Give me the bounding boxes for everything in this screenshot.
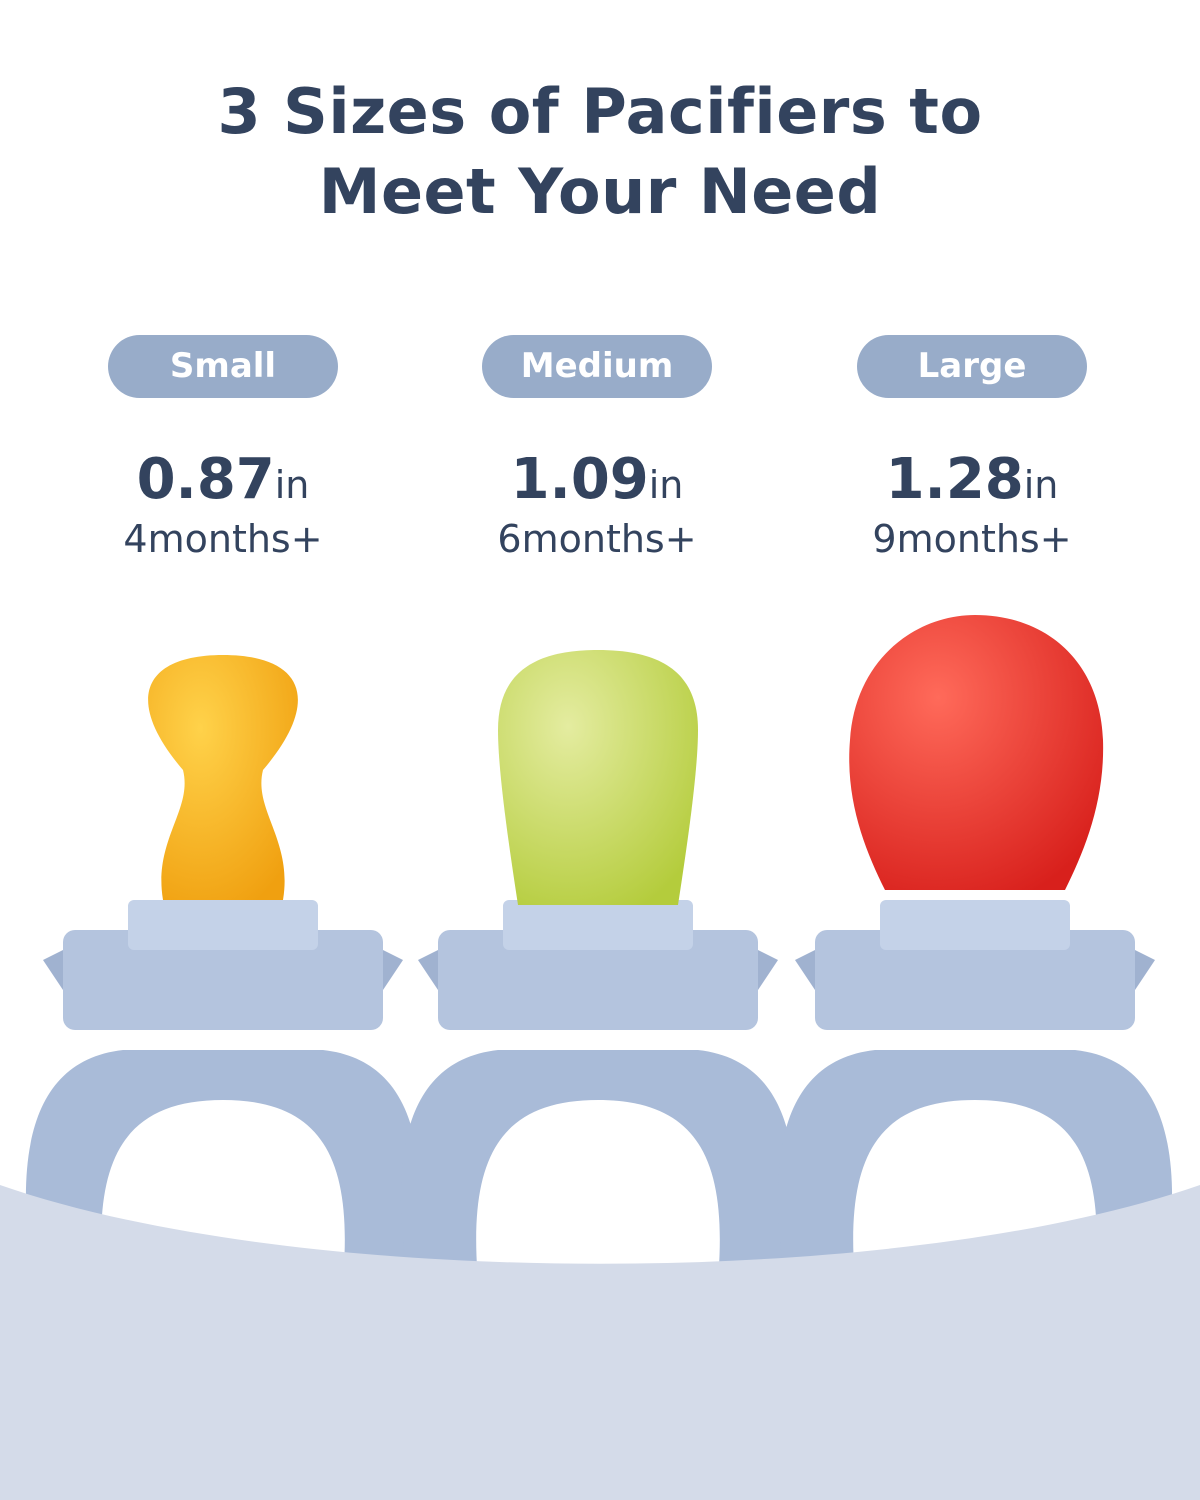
size-label-badge: Medium (482, 335, 712, 398)
feeder-medium (400, 650, 796, 1280)
size-value: 1.28in (885, 447, 1059, 512)
feeder-small (25, 655, 421, 1280)
fruit-bulb-medium (498, 650, 698, 905)
page-title: 3 Sizes of Pacifiers to Meet Your Need (217, 75, 983, 228)
fruit-bulb-large (849, 615, 1104, 890)
size-medium: Medium 1.09in 6months+ (447, 335, 747, 561)
size-label-badge: Large (857, 335, 1087, 398)
age-range: 6months+ (497, 517, 697, 561)
size-label-badge: Small (108, 335, 338, 398)
age-range: 4months+ (123, 517, 323, 561)
size-small: Small 0.87in 4months+ (73, 335, 373, 561)
size-value: 0.87in (136, 447, 310, 512)
background-wave (0, 1185, 1200, 1500)
fruit-bulb-small (148, 655, 298, 900)
size-large: Large 1.28in 9months+ (822, 335, 1122, 561)
age-range: 9months+ (872, 517, 1072, 561)
feeder-large (777, 615, 1173, 1280)
size-value: 1.09in (510, 447, 684, 512)
